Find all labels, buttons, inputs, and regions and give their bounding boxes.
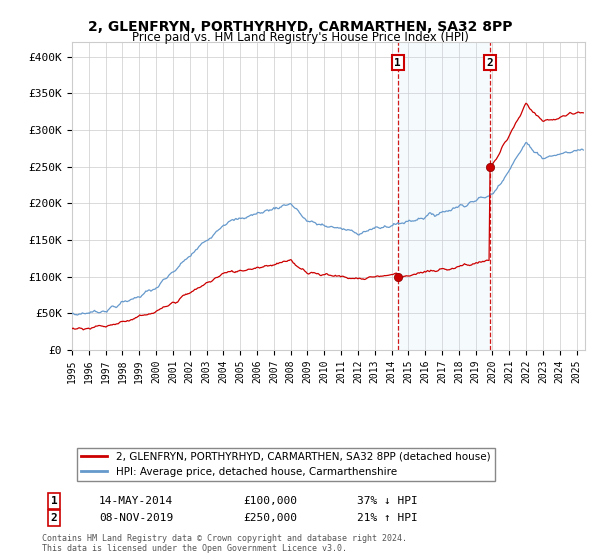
Text: £250,000: £250,000: [243, 513, 297, 523]
Text: 37% ↓ HPI: 37% ↓ HPI: [357, 496, 418, 506]
Text: £100,000: £100,000: [243, 496, 297, 506]
Text: 1: 1: [50, 496, 58, 506]
Text: Price paid vs. HM Land Registry's House Price Index (HPI): Price paid vs. HM Land Registry's House …: [131, 31, 469, 44]
Bar: [398, 42, 490, 350]
Text: 2: 2: [50, 513, 58, 523]
Text: 21% ↑ HPI: 21% ↑ HPI: [357, 513, 418, 523]
Legend: 2, GLENFRYN, PORTHYRHYD, CARMARTHEN, SA32 8PP (detached house), HPI: Average pri: 2, GLENFRYN, PORTHYRHYD, CARMARTHEN, SA3…: [77, 447, 494, 481]
Text: 2: 2: [487, 58, 493, 68]
Text: 14-MAY-2014: 14-MAY-2014: [99, 496, 173, 506]
Text: 1: 1: [394, 58, 401, 68]
Text: Contains HM Land Registry data © Crown copyright and database right 2024.
This d: Contains HM Land Registry data © Crown c…: [42, 534, 407, 553]
Text: 2, GLENFRYN, PORTHYRHYD, CARMARTHEN, SA32 8PP: 2, GLENFRYN, PORTHYRHYD, CARMARTHEN, SA3…: [88, 20, 512, 34]
Text: 08-NOV-2019: 08-NOV-2019: [99, 513, 173, 523]
